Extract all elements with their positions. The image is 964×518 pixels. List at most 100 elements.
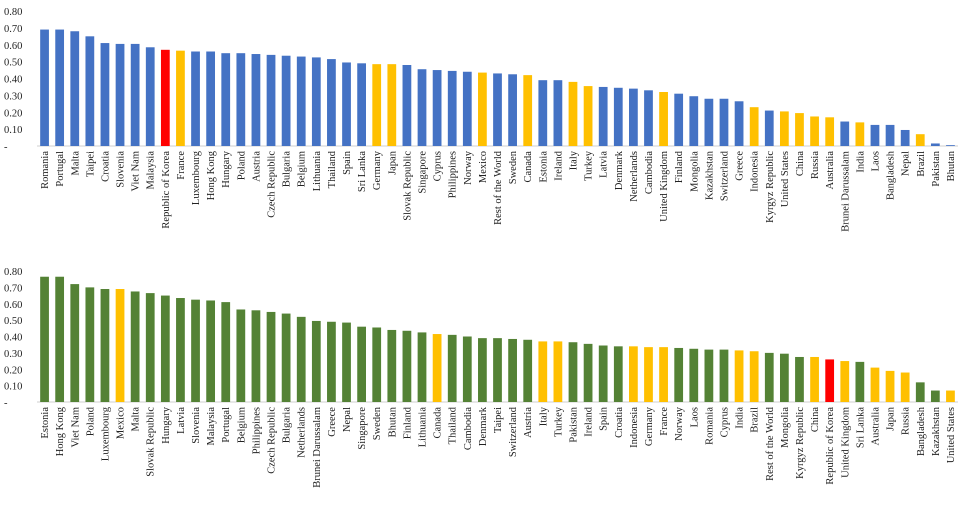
bottom-category-label: Lithuania <box>418 407 429 448</box>
top-category-label: Canada <box>523 151 534 183</box>
top-bar <box>613 87 623 146</box>
bottom-bar <box>327 321 336 402</box>
bottom-bar <box>930 390 940 402</box>
top-bar <box>221 53 231 146</box>
bottom-bar <box>417 332 427 402</box>
bottom-bar <box>145 293 155 402</box>
bottom-bar <box>764 352 774 403</box>
bottom-bar <box>825 359 835 402</box>
top-category-label: Spain <box>342 150 353 175</box>
top-bar <box>70 31 80 146</box>
bottom-category-label: Romania <box>704 407 715 445</box>
top-category-label: Finland <box>674 150 685 183</box>
bottom-category-label: Czech Republic <box>267 407 278 474</box>
bottom-category-label: Russia <box>901 407 912 435</box>
bottom-bar <box>659 347 668 402</box>
bottom-bar <box>447 334 457 402</box>
top-bar <box>417 69 427 146</box>
bottom-bar <box>191 299 200 402</box>
bottom-bar <box>870 367 880 402</box>
top-category-label: Italy <box>568 150 579 170</box>
bottom-bar <box>296 316 306 402</box>
top-y-tick-label: - <box>4 142 8 153</box>
top-bar <box>734 101 744 146</box>
bottom-bar <box>462 336 472 402</box>
top-bar <box>145 47 155 146</box>
bottom-category-label: Estonia <box>40 407 51 439</box>
bottom-bar-chart: - 0.10 0.20 0.30 0.40 0.50 0.60 0.70 0.80 Estoni… <box>4 267 958 488</box>
bottom-category-label: Switzerland <box>508 406 519 457</box>
bottom-category-label: Thailand <box>448 406 459 444</box>
top-bar <box>523 75 533 146</box>
bottom-bar <box>538 341 548 402</box>
top-category-label: Estonia <box>538 151 549 183</box>
bottom-bar <box>251 310 261 402</box>
bottom-category-label: Slovenia <box>191 407 202 444</box>
bottom-category-label: Slovak Republic <box>146 407 157 477</box>
top-bar <box>236 53 246 146</box>
top-category-label: Netherlands <box>629 151 640 202</box>
bottom-category-label: Cambodia <box>463 407 474 450</box>
top-y-tick-label: 0.50 <box>4 58 22 69</box>
top-category-label: Lithuania <box>312 151 323 192</box>
top-category-label: Bulgaria <box>282 151 293 187</box>
top-category-label: Pakistan <box>931 150 942 186</box>
top-bar <box>115 43 125 146</box>
bottom-category-label: Cyprus <box>719 407 730 437</box>
bottom-bar <box>855 361 865 402</box>
bottom-y-tick-label: 0.30 <box>4 349 22 360</box>
bottom-y-tick-label: 0.10 <box>4 382 22 393</box>
bottom-bar <box>387 329 397 402</box>
bottom-category-label: China <box>810 407 821 432</box>
bottom-y-tick-label: 0.70 <box>4 283 22 294</box>
bottom-category-label: Nepal <box>342 407 353 432</box>
top-bar <box>885 124 895 146</box>
bottom-category-label: Bhutan <box>387 406 398 437</box>
bottom-bar <box>266 311 276 402</box>
top-category-label: Brazil <box>916 151 927 177</box>
top-bar <box>568 81 578 147</box>
top-bar <box>432 70 442 146</box>
bottom-category-label: Poland <box>85 406 96 436</box>
top-bar <box>508 74 517 146</box>
top-x-labels: Romania Portugal Malta Taipei Croatia Sloveni… <box>40 150 957 232</box>
top-bar <box>749 107 759 146</box>
top-category-label: Mongolia <box>689 151 700 192</box>
top-category-label: Ireland <box>553 150 564 180</box>
top-bar <box>130 43 140 146</box>
bottom-bar <box>629 346 638 402</box>
top-bar <box>176 50 185 146</box>
top-bar <box>251 54 261 146</box>
top-category-label: Portugal <box>55 151 66 187</box>
bottom-category-label: Spain <box>599 406 610 431</box>
bottom-y-axis: - 0.10 0.20 0.30 0.40 0.50 0.60 0.70 0.80 <box>4 267 958 409</box>
bottom-bar <box>493 338 502 402</box>
top-bar <box>900 129 910 146</box>
top-bar <box>493 73 502 146</box>
top-bar <box>598 86 608 146</box>
top-category-label: Luxembourg <box>191 150 202 205</box>
top-bars <box>40 29 955 147</box>
bottom-category-label: Republic of Korea <box>825 407 836 485</box>
bottom-category-label: Netherlands <box>297 407 308 458</box>
top-bar <box>85 36 95 147</box>
top-category-label: Latvia <box>599 151 610 178</box>
bottom-bar <box>568 342 578 402</box>
top-category-label: Switzerland <box>719 150 730 201</box>
top-category-label: India <box>855 151 866 173</box>
bottom-bar <box>795 356 804 402</box>
bottom-category-label: Malaysia <box>206 407 217 446</box>
top-category-label: Kazakhstan <box>704 150 715 200</box>
bottom-category-label: Portugal <box>221 407 232 443</box>
top-category-label: Philippines <box>448 151 459 198</box>
top-bar <box>357 63 366 147</box>
bottom-category-label: Greece <box>327 407 338 437</box>
bottom-category-label: Sri Lanka <box>855 407 866 448</box>
bottom-bar <box>55 276 65 402</box>
bottom-category-label: United Kingdom <box>840 407 851 478</box>
top-category-label: Kyrgyz Republic <box>765 151 776 223</box>
bottom-bar <box>840 361 850 402</box>
bottom-bar <box>734 350 744 402</box>
top-y-tick-label: 0.40 <box>4 75 22 86</box>
bottom-category-label: Mongolia <box>780 407 791 448</box>
